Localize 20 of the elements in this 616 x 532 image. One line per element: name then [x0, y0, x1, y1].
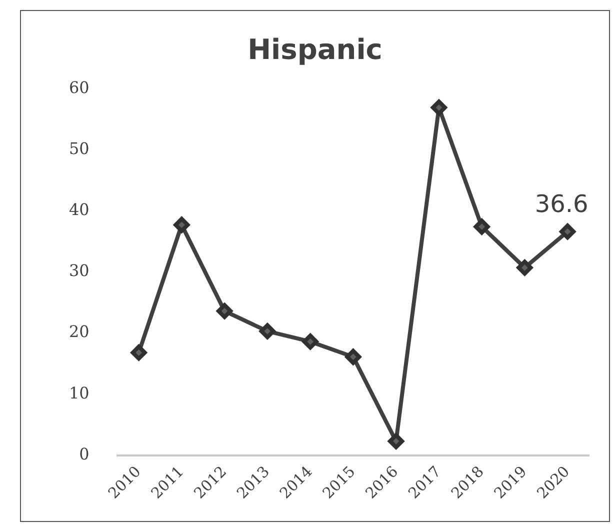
- chart-title: Hispanic: [248, 33, 382, 66]
- y-tick-label: 50: [69, 138, 90, 158]
- point: [259, 323, 276, 340]
- point: [345, 348, 362, 365]
- point: [430, 100, 447, 116]
- point: [302, 334, 318, 350]
- y-tick-label: 30: [69, 261, 90, 280]
- y-tick-label: 10: [69, 383, 90, 402]
- y-tick-label: 20: [69, 322, 90, 342]
- point: [130, 344, 147, 361]
- point: [388, 433, 404, 450]
- point: [474, 218, 490, 235]
- point: [516, 260, 533, 276]
- y-tick-label: 0: [79, 444, 90, 464]
- point: [216, 303, 233, 320]
- y-tick-label: 60: [69, 78, 90, 97]
- point: [560, 224, 576, 240]
- data-label: 36.6: [534, 190, 588, 218]
- y-tick-label: 40: [69, 200, 90, 219]
- point: [174, 216, 190, 233]
